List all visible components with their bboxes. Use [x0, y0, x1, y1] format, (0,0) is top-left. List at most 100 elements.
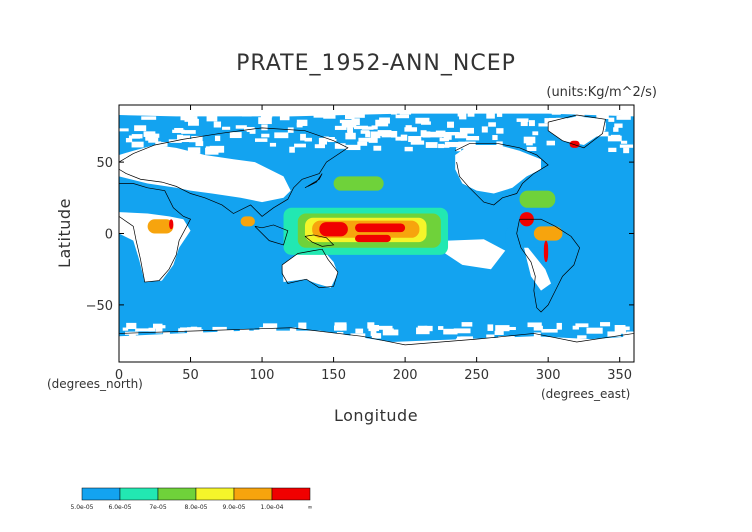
coastlines — [118, 114, 635, 346]
white-cell — [555, 117, 567, 125]
colorbar: 5.0e-05 6.0e-05 7e-05 8.0e-05 9.0e-05 1.0e-04… — [70, 487, 313, 511]
white-cell — [222, 126, 231, 130]
white-cell — [481, 147, 489, 152]
white-cell — [459, 127, 474, 134]
x-tick-label: 250 — [464, 368, 489, 383]
white-cell — [191, 135, 203, 142]
white-cell — [207, 344, 222, 350]
white-cell — [481, 126, 488, 133]
white-cell — [189, 332, 204, 338]
white-cell — [345, 114, 355, 120]
white-cell — [296, 119, 308, 126]
white-cell — [616, 115, 631, 120]
white-cell — [563, 125, 572, 129]
colorbar-tick-label: 6.0e-05 — [108, 504, 131, 511]
colorbar-swatch — [233, 487, 273, 501]
white-cell — [438, 143, 444, 149]
white-cell — [520, 120, 528, 127]
coastline — [304, 173, 323, 189]
white-cell — [523, 136, 536, 144]
white-cell — [245, 333, 255, 340]
white-cell — [122, 327, 129, 331]
white-cell — [617, 112, 625, 116]
white-cell — [528, 343, 535, 349]
x-tick-label: 200 — [393, 368, 418, 383]
white-cell — [494, 330, 504, 335]
coastline — [118, 327, 635, 346]
white-cell — [249, 128, 256, 134]
x-tick-label: 150 — [321, 368, 346, 383]
white-cell — [355, 348, 369, 352]
white-cell — [364, 340, 376, 345]
below-threshold-land-regions — [119, 105, 647, 362]
white-cell — [586, 327, 603, 334]
white-cell — [235, 125, 247, 129]
white-cell — [339, 119, 353, 124]
white-cell — [256, 109, 262, 115]
white-cell — [197, 346, 209, 352]
white-cell — [148, 137, 159, 143]
white-cell — [482, 345, 499, 350]
white-cell — [341, 121, 357, 128]
white-cell — [600, 322, 611, 327]
white-cell — [299, 347, 314, 352]
white-cell — [337, 331, 344, 337]
white-cell — [404, 127, 418, 132]
colorbar-swatch — [271, 487, 311, 501]
white-cell — [215, 348, 230, 354]
white-cell — [535, 343, 552, 350]
precip-region — [533, 226, 563, 241]
white-cell — [541, 328, 558, 333]
white-cell — [246, 128, 253, 133]
white-cell — [152, 133, 160, 138]
white-cell — [399, 108, 412, 115]
precip-region — [319, 222, 348, 237]
white-cell — [528, 120, 535, 127]
white-cell — [318, 137, 328, 145]
white-cell — [368, 137, 378, 143]
africa-white — [119, 212, 191, 283]
white-cell — [623, 147, 630, 154]
white-cell — [129, 331, 136, 337]
white-cell — [613, 127, 619, 132]
white-cell — [627, 343, 644, 350]
white-cell — [453, 328, 471, 334]
precip-region — [355, 223, 406, 233]
white-cell — [132, 335, 148, 340]
white-cell — [496, 128, 504, 134]
x-axis-label: Longitude — [334, 406, 418, 425]
white-cell — [370, 131, 381, 139]
white-cell — [617, 339, 629, 346]
colorbar-tick-label: 8.0e-05 — [184, 504, 207, 511]
white-cell — [579, 125, 586, 129]
white-cell — [533, 332, 541, 340]
white-cell — [415, 117, 430, 124]
white-cell — [502, 326, 516, 331]
white-cell — [383, 347, 401, 351]
white-cell — [258, 117, 272, 125]
precip-region — [147, 219, 174, 234]
white-cell — [443, 133, 452, 140]
white-cell — [596, 113, 609, 119]
white-cell — [382, 329, 399, 336]
white-cell — [623, 340, 634, 345]
white-cell — [125, 138, 133, 143]
white-cell — [607, 331, 621, 337]
white-cell — [486, 112, 495, 119]
white-cell — [195, 141, 204, 147]
white-cell — [371, 333, 382, 339]
white-cell — [395, 346, 404, 352]
precip-region — [519, 190, 556, 208]
white-cell — [439, 137, 449, 142]
coastline — [455, 143, 549, 206]
x-tick-label: 350 — [607, 368, 632, 383]
white-cell — [619, 144, 634, 148]
white-cell — [155, 328, 163, 334]
white-cell — [340, 111, 347, 115]
white-cell — [355, 328, 364, 334]
white-cell — [404, 348, 418, 356]
y-axis-label: Latitude — [55, 198, 74, 268]
white-cell — [456, 147, 462, 152]
white-cell — [181, 130, 196, 134]
